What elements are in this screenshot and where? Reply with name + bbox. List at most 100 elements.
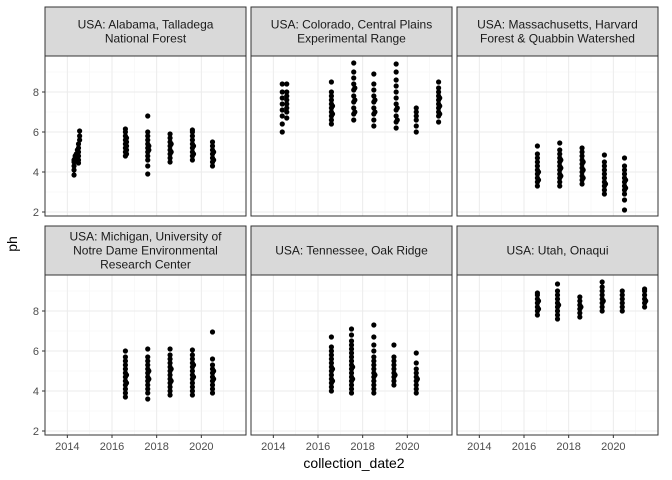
data-point bbox=[209, 143, 216, 149]
data-point bbox=[348, 332, 355, 338]
data-point bbox=[393, 101, 399, 107]
data-point bbox=[436, 119, 442, 125]
data-point bbox=[284, 115, 290, 121]
data-point bbox=[146, 143, 152, 149]
data-point bbox=[209, 390, 216, 396]
data-point bbox=[393, 89, 399, 95]
data-point bbox=[167, 159, 173, 165]
data-point bbox=[619, 304, 625, 310]
data-point bbox=[371, 334, 377, 340]
data-point bbox=[599, 279, 605, 285]
data-point bbox=[279, 121, 285, 127]
data-point bbox=[284, 97, 290, 103]
data-point bbox=[123, 139, 130, 145]
facet-strip-title: Forest & Quabbin Watershed bbox=[480, 32, 635, 46]
data-point bbox=[167, 346, 173, 352]
data-point bbox=[599, 304, 605, 310]
data-point bbox=[371, 342, 377, 348]
data-point bbox=[348, 390, 355, 396]
data-point bbox=[284, 101, 290, 107]
data-point bbox=[554, 308, 561, 314]
data-point bbox=[413, 129, 419, 135]
data-point bbox=[209, 139, 216, 145]
data-point bbox=[554, 296, 561, 302]
data-point bbox=[122, 366, 128, 372]
data-point bbox=[414, 376, 420, 382]
data-point bbox=[348, 326, 355, 332]
data-point bbox=[328, 388, 334, 394]
data-point bbox=[391, 354, 397, 360]
panel-border bbox=[44, 274, 247, 436]
panel-background bbox=[45, 275, 246, 435]
x-tick-label: 2014 bbox=[55, 441, 79, 453]
y-tick-label: 6 bbox=[33, 346, 39, 358]
data-point bbox=[371, 382, 377, 388]
data-point bbox=[77, 128, 83, 134]
data-point bbox=[145, 346, 151, 352]
data-point bbox=[145, 133, 151, 139]
data-point bbox=[284, 93, 290, 99]
data-point bbox=[619, 300, 625, 306]
facet-strip-title: USA: Colorado, Central Plains bbox=[271, 18, 432, 32]
data-point bbox=[557, 179, 563, 185]
data-point bbox=[393, 113, 399, 119]
data-point bbox=[167, 388, 173, 394]
facet-strip-title: Research Center bbox=[100, 258, 191, 272]
data-point bbox=[189, 347, 195, 353]
data-point bbox=[601, 175, 608, 181]
data-point bbox=[146, 376, 152, 382]
data-point bbox=[122, 126, 128, 132]
data-point bbox=[621, 197, 628, 203]
data-point bbox=[167, 360, 173, 366]
data-point bbox=[413, 386, 419, 392]
data-point bbox=[122, 358, 128, 364]
data-point bbox=[436, 85, 442, 91]
data-point bbox=[599, 284, 605, 290]
data-point bbox=[391, 366, 397, 372]
data-point bbox=[535, 169, 542, 175]
x-tick-label: 2016 bbox=[512, 441, 536, 453]
data-point bbox=[145, 163, 151, 169]
data-point bbox=[391, 382, 397, 388]
data-point bbox=[623, 185, 629, 191]
data-point bbox=[167, 135, 173, 141]
data-point bbox=[621, 163, 628, 169]
data-point bbox=[643, 298, 649, 304]
data-point bbox=[371, 378, 377, 384]
facet-panel: USA: Tennessee, Oak Ridge 2014 2016 2018 202… bbox=[250, 225, 453, 453]
data-point bbox=[74, 147, 80, 153]
data-point bbox=[599, 288, 605, 294]
data-point bbox=[189, 352, 195, 358]
data-point bbox=[352, 109, 358, 115]
data-point bbox=[393, 77, 399, 83]
data-point bbox=[328, 334, 334, 340]
panel-background bbox=[251, 56, 452, 216]
data-point bbox=[371, 87, 377, 93]
data-point bbox=[279, 81, 285, 87]
data-point bbox=[279, 107, 285, 113]
data-point bbox=[329, 378, 336, 384]
data-point bbox=[619, 308, 625, 314]
data-point bbox=[189, 388, 195, 394]
data-point bbox=[167, 372, 173, 378]
data-point bbox=[534, 183, 541, 189]
data-point bbox=[580, 159, 586, 165]
data-point bbox=[601, 159, 608, 165]
data-point bbox=[348, 350, 355, 356]
data-point bbox=[554, 292, 561, 298]
data-point bbox=[209, 329, 216, 335]
data-point bbox=[371, 81, 377, 87]
facet-strip-title: USA: Massachusetts, Harvard bbox=[477, 18, 638, 32]
data-point bbox=[329, 111, 336, 117]
data-point bbox=[351, 117, 357, 123]
data-point bbox=[554, 316, 561, 322]
data-point bbox=[351, 93, 357, 99]
data-point bbox=[190, 143, 197, 149]
data-point bbox=[600, 298, 606, 304]
data-point bbox=[328, 384, 334, 390]
y-tick-label: 6 bbox=[33, 127, 39, 139]
data-point bbox=[350, 376, 356, 382]
data-point bbox=[209, 362, 216, 368]
data-point bbox=[557, 183, 563, 189]
data-point bbox=[391, 358, 397, 364]
